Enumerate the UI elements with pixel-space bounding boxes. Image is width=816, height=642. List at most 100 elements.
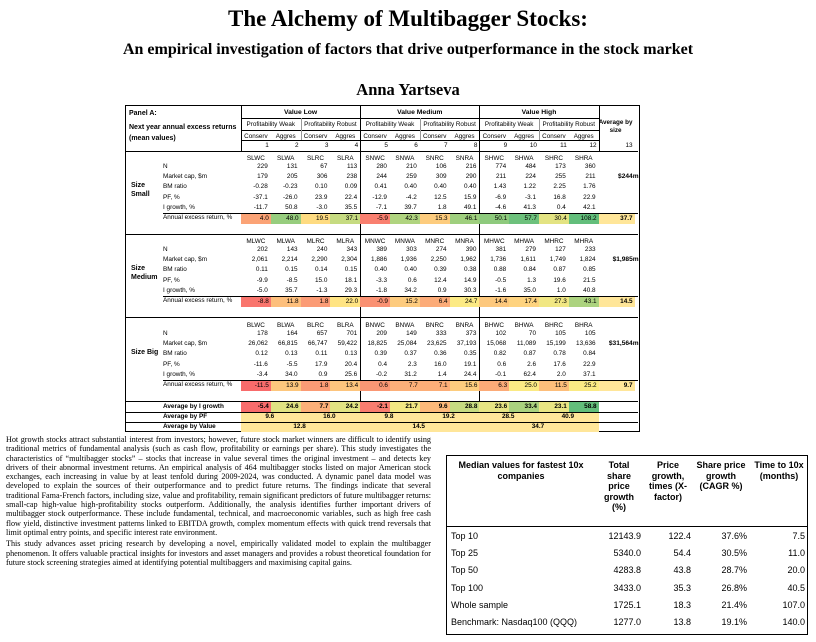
size-block-rule <box>126 317 638 318</box>
data-cell: 0.38 <box>463 266 477 274</box>
data-cell: -3.4 <box>256 370 268 378</box>
excess-return-cell: 37.1 <box>330 214 361 224</box>
excess-return-cell: 42.3 <box>390 214 420 224</box>
data-cell: 0.37 <box>404 350 417 358</box>
data-cell: 0.12 <box>255 350 268 358</box>
data-cell: 15,068 <box>486 340 507 348</box>
column-number: 8 <box>473 142 478 149</box>
data-cell: 303 <box>406 246 417 253</box>
portfolio-code: MLRA <box>336 238 355 245</box>
column-header: Total share price growth (%) <box>604 460 634 512</box>
portfolio-code: BLRC <box>306 322 325 329</box>
data-cell: 29.3 <box>344 286 358 294</box>
avg-growth-cell: 23.1 <box>539 402 569 412</box>
portfolio-code: SHWA <box>514 155 534 162</box>
row-label: PF, % <box>163 360 180 368</box>
data-cell: -5.5 <box>286 360 298 368</box>
column-number: 4 <box>354 142 359 149</box>
row-label: Annual excess return, % <box>163 381 233 388</box>
value-group-label: Value Low <box>283 109 318 116</box>
table-cell: 1725.1 <box>613 599 641 610</box>
portfolio-code: MHWA <box>514 238 535 245</box>
data-cell: 15.9 <box>463 193 477 201</box>
table-caption: Median values for fastest 10x companies <box>458 460 584 481</box>
avg-value-cell: 12.8 <box>241 422 361 432</box>
data-cell: 210 <box>406 163 417 170</box>
data-cell: 484 <box>525 163 536 170</box>
table-cell: 43.8 <box>673 565 691 576</box>
data-cell: 1.0 <box>556 286 566 294</box>
data-cell: 25.6 <box>344 370 358 378</box>
portfolio-code: BHWC <box>484 322 505 329</box>
paper-title: The Alchemy of Multibagger Stocks: <box>228 6 588 31</box>
avg-pf-cell: 19.2 <box>419 412 480 422</box>
data-cell: 1.3 <box>527 276 536 284</box>
data-cell: 35.5 <box>344 203 358 211</box>
table-cell: 20.0 <box>787 565 805 576</box>
data-cell: 0.09 <box>344 183 358 191</box>
avg-pf-cell: 9.8 <box>360 412 420 422</box>
excess-return-cell: 17.4 <box>509 297 539 307</box>
data-cell: 1,824 <box>579 256 596 264</box>
data-cell: 18.1 <box>344 276 358 284</box>
data-cell: 360 <box>584 163 596 170</box>
table-cell: 7.5 <box>792 531 805 541</box>
row-label: Top 25 <box>451 548 479 559</box>
row-label: Market cap, $m <box>163 340 208 348</box>
avg-growth-cell: 9.6 <box>419 402 450 412</box>
data-cell: 0.13 <box>285 350 298 358</box>
row-label: BM ratio <box>163 350 187 358</box>
table-cell: 11.0 <box>788 548 805 559</box>
table-cell: 30.5% <box>721 548 747 559</box>
data-cell: 19.1 <box>463 360 477 368</box>
table-cell: 19.1% <box>721 617 747 627</box>
excess-return-cell: -8.8 <box>241 297 271 307</box>
data-cell: 31.2 <box>404 370 417 378</box>
size-label: Size Medium <box>131 265 158 281</box>
excess-return-cell: 22.0 <box>330 297 361 307</box>
data-cell: 0.36 <box>434 350 447 358</box>
data-cell: 240 <box>316 246 328 253</box>
avg-growth-cell: 33.4 <box>509 402 539 412</box>
data-cell: 23,625 <box>427 340 447 348</box>
row-label: Market cap, $m <box>163 173 208 181</box>
row-label: Top 50 <box>451 565 479 576</box>
excess-return-cell: 43.1 <box>568 297 599 307</box>
portfolio-code: SNRC <box>425 155 444 162</box>
data-cell: -11.6 <box>253 360 268 368</box>
data-cell: 24.4 <box>463 370 477 378</box>
data-cell: -8.5 <box>286 276 298 284</box>
data-cell: -11.7 <box>253 203 268 211</box>
data-cell: 2.25 <box>553 183 566 191</box>
data-cell: 34.0 <box>285 370 298 378</box>
portfolio-code: MNRC <box>425 238 445 245</box>
avg-pf-cell: 28.5 <box>479 412 539 422</box>
table-cell: 4283.8 <box>613 565 641 576</box>
data-cell: 0.85 <box>583 266 596 274</box>
portfolio-code: BLWC <box>246 322 265 329</box>
data-cell: 205 <box>286 173 298 181</box>
data-cell: 25,084 <box>397 340 417 348</box>
data-cell: 0.9 <box>437 286 447 294</box>
data-cell: 66,815 <box>278 340 298 348</box>
table-divider <box>419 118 421 140</box>
data-cell: 14.9 <box>463 276 477 284</box>
table-cell: 5340.0 <box>613 548 641 559</box>
portfolio-code: BHRA <box>574 322 593 329</box>
data-cell: -3.1 <box>524 193 536 201</box>
investment-label: Aggres <box>275 133 296 140</box>
excess-return-cell: 7.7 <box>390 381 420 391</box>
excess-return-cell: 30.4 <box>539 214 569 224</box>
size-avg-excess: 14.5 <box>598 297 635 307</box>
data-cell: 274 <box>435 246 447 253</box>
column-number: 13 <box>625 142 633 149</box>
portfolio-code: BHRC <box>544 322 563 329</box>
data-cell: 105 <box>584 330 596 337</box>
portfolio-code: BNRA <box>455 322 474 329</box>
excess-return-cell: 14.4 <box>479 297 510 307</box>
data-cell: 16.8 <box>553 193 566 201</box>
data-cell: -0.28 <box>253 183 268 191</box>
portfolio-code: SHRC <box>544 155 563 162</box>
data-cell: 67 <box>320 163 328 170</box>
excess-return-cell: 6.4 <box>419 297 450 307</box>
